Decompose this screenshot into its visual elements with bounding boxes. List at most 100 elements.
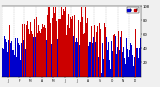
Bar — [81, 7, 82, 77]
Bar — [108, 42, 109, 77]
Bar — [115, 36, 116, 77]
Bar — [20, 60, 21, 77]
Bar — [118, 31, 119, 77]
Bar — [73, 36, 74, 77]
Bar — [87, 18, 88, 77]
Bar — [51, 44, 52, 77]
Bar — [19, 45, 20, 77]
Bar — [130, 43, 131, 77]
Bar — [34, 37, 35, 77]
Bar — [75, 42, 76, 77]
Bar — [135, 29, 136, 77]
Bar — [123, 50, 124, 77]
Bar — [5, 39, 6, 77]
Bar — [92, 43, 93, 77]
Bar — [61, 17, 62, 77]
Bar — [42, 7, 43, 77]
Bar — [29, 34, 30, 77]
Bar — [22, 24, 23, 77]
Bar — [83, 34, 84, 77]
Bar — [33, 37, 34, 77]
Bar — [76, 38, 77, 77]
Bar — [60, 19, 61, 77]
Bar — [106, 37, 107, 77]
Bar — [98, 57, 99, 77]
Bar — [74, 15, 75, 77]
Bar — [52, 18, 53, 77]
Bar — [121, 31, 122, 77]
Bar — [21, 43, 22, 77]
Bar — [104, 23, 105, 77]
Bar — [70, 17, 71, 77]
Bar — [53, 33, 54, 77]
Bar — [112, 51, 113, 77]
Bar — [14, 55, 15, 77]
Bar — [80, 22, 81, 77]
Bar — [24, 23, 25, 77]
Bar — [128, 57, 129, 77]
Bar — [78, 20, 79, 77]
Bar — [117, 47, 118, 77]
Bar — [35, 37, 36, 77]
Bar — [100, 29, 101, 77]
Bar — [15, 56, 16, 77]
Bar — [133, 66, 134, 77]
Bar — [134, 57, 135, 77]
Bar — [97, 26, 98, 77]
Bar — [136, 48, 137, 77]
Bar — [43, 27, 44, 77]
Bar — [18, 43, 19, 77]
Bar — [99, 23, 100, 77]
Bar — [71, 19, 72, 77]
Bar — [68, 14, 69, 77]
Bar — [120, 37, 121, 77]
Bar — [47, 15, 48, 77]
Bar — [116, 54, 117, 77]
Bar — [49, 7, 50, 77]
Bar — [84, 33, 85, 77]
Bar — [131, 59, 132, 77]
Bar — [85, 7, 86, 77]
Bar — [122, 52, 123, 77]
Bar — [38, 25, 39, 77]
Bar — [132, 55, 133, 77]
Bar — [58, 19, 59, 77]
Bar — [101, 73, 102, 77]
Bar — [9, 25, 10, 77]
Bar — [28, 29, 29, 77]
Bar — [37, 33, 38, 77]
Bar — [41, 29, 42, 77]
Bar — [67, 25, 68, 77]
Bar — [56, 20, 57, 77]
Bar — [4, 36, 5, 77]
Bar — [23, 47, 24, 77]
Bar — [45, 28, 46, 77]
Bar — [48, 7, 49, 77]
Bar — [7, 67, 8, 77]
Bar — [111, 41, 112, 77]
Bar — [129, 50, 130, 77]
Bar — [62, 15, 63, 77]
Bar — [138, 58, 139, 77]
Bar — [94, 25, 95, 77]
Bar — [102, 44, 103, 77]
Bar — [50, 23, 51, 77]
Bar — [64, 18, 65, 77]
Bar — [44, 25, 45, 77]
Bar — [82, 17, 83, 77]
Bar — [107, 50, 108, 77]
Bar — [26, 25, 27, 77]
Bar — [86, 23, 87, 77]
Bar — [103, 59, 104, 77]
Bar — [30, 22, 31, 77]
Bar — [105, 27, 106, 77]
Bar — [66, 35, 67, 77]
Bar — [57, 39, 58, 77]
Bar — [109, 60, 110, 77]
Bar — [137, 48, 138, 77]
Bar — [10, 43, 11, 77]
Bar — [91, 26, 92, 77]
Bar — [17, 38, 18, 77]
Bar — [139, 28, 140, 77]
Bar — [72, 19, 73, 77]
